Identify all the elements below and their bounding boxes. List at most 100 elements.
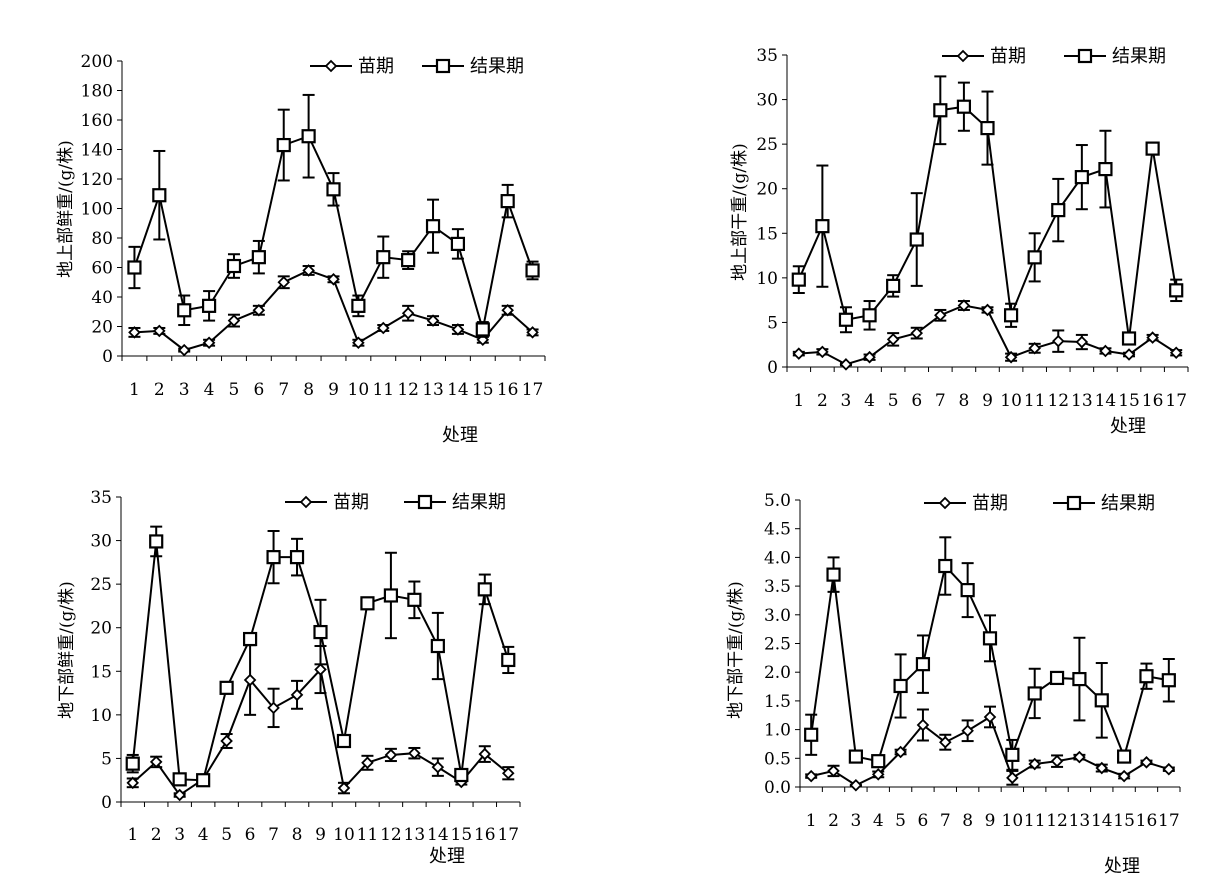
x-tick-label: 7 — [268, 825, 279, 845]
x-tick-label: 14 — [1095, 391, 1117, 411]
legend-label: 苗期 — [990, 46, 1026, 67]
x-tick-label: 16 — [1142, 391, 1164, 411]
data-point — [1074, 170, 1089, 185]
data-point — [251, 250, 266, 265]
data-point — [1094, 693, 1109, 708]
x-tick-label: 13 — [404, 825, 426, 845]
data-point — [792, 347, 806, 360]
legend-label: 苗期 — [358, 56, 394, 77]
data-point — [125, 756, 140, 771]
data-point — [289, 550, 305, 565]
data-point — [475, 322, 490, 337]
x-tick-label: 6 — [253, 380, 264, 400]
data-point — [916, 718, 930, 732]
x-tick-label: 4 — [873, 811, 884, 831]
data-point — [961, 724, 974, 738]
data-point — [982, 631, 998, 646]
y-tick-label: 20 — [756, 180, 778, 200]
data-point — [243, 673, 257, 687]
x-tick-label: 8 — [962, 811, 973, 831]
legend: 苗期 结果期 — [924, 493, 1155, 514]
series-line — [810, 563, 1170, 763]
x-tick-label: 12 — [1047, 391, 1069, 411]
x-tick-label: 3 — [850, 811, 861, 831]
x-tick-label: 6 — [918, 811, 929, 831]
x-tick-label: 12 — [397, 380, 419, 400]
x-tick-label: 17 — [522, 380, 544, 400]
data-point — [1117, 749, 1132, 764]
y-tick-label: 40 — [91, 288, 113, 308]
data-point — [152, 188, 167, 203]
x-tick-label: 11 — [357, 825, 379, 845]
data-point — [1122, 348, 1136, 361]
data-point — [1161, 673, 1176, 688]
data-point — [1027, 250, 1042, 265]
data-point — [383, 588, 399, 603]
y-tick-label: 10 — [756, 269, 778, 289]
data-point — [360, 596, 375, 611]
data-point — [376, 250, 391, 265]
data-point — [839, 358, 853, 371]
data-point — [450, 236, 466, 251]
data-point — [478, 747, 492, 761]
data-point — [1145, 141, 1160, 156]
x-tick-label: 2 — [154, 380, 165, 400]
series-fruiting — [804, 536, 1176, 771]
data-point — [501, 304, 514, 317]
series-fruiting — [127, 93, 540, 338]
x-tick-label: 5 — [895, 811, 906, 831]
legend: 苗期 结果期 — [942, 46, 1166, 67]
x-axis-label: 处理 — [1104, 856, 1140, 877]
data-point — [173, 788, 186, 802]
y-tick-label: 3.0 — [764, 606, 791, 626]
y-tick-label: 120 — [81, 170, 113, 190]
data-point — [401, 253, 416, 268]
x-tick-label: 8 — [958, 391, 969, 411]
data-point — [276, 137, 291, 153]
y-tick-label: 0 — [102, 347, 113, 367]
data-point — [894, 745, 907, 759]
x-tick-label: 10 — [1000, 391, 1022, 411]
x-tick-label: 10 — [348, 380, 370, 400]
x-tick-label: 5 — [221, 825, 232, 845]
y-tick-label: 15 — [756, 224, 778, 244]
x-tick-label: 3 — [174, 825, 185, 845]
series-seedling — [792, 299, 1183, 371]
series-seedling — [804, 705, 1176, 792]
data-point — [401, 306, 415, 320]
y-axis-label: 地下部干重/(g/株) — [726, 581, 746, 719]
data-point — [501, 766, 515, 780]
x-tick-label: 1 — [129, 380, 140, 400]
legend-marker — [435, 58, 451, 74]
data-point — [804, 769, 818, 783]
data-point — [1049, 670, 1065, 686]
data-point — [196, 773, 211, 788]
legend-marker — [417, 494, 433, 510]
data-point — [266, 550, 281, 565]
x-tick-label: 14 — [1091, 811, 1113, 831]
x-tick-label: 10 — [333, 825, 355, 845]
data-point — [336, 733, 352, 749]
data-point — [351, 298, 366, 313]
data-point — [980, 120, 995, 136]
data-point — [871, 754, 886, 769]
data-point — [177, 343, 191, 357]
data-point — [451, 323, 465, 336]
data-point — [500, 194, 515, 209]
x-tick-label: 11 — [1024, 391, 1046, 411]
data-point — [454, 767, 469, 783]
data-point — [815, 219, 830, 234]
series-seedling — [128, 264, 539, 357]
x-axis-label: 处理 — [442, 425, 478, 446]
y-tick-label: 25 — [756, 135, 778, 155]
x-tick-label: 13 — [422, 380, 444, 400]
x-tick-label: 13 — [1071, 391, 1093, 411]
data-point — [849, 779, 863, 792]
data-point — [267, 701, 280, 715]
x-tick-label: 17 — [1158, 811, 1180, 831]
data-point — [838, 312, 854, 327]
legend-label: 苗期 — [972, 493, 1008, 514]
x-tick-label: 2 — [828, 811, 839, 831]
data-point — [407, 592, 422, 607]
data-point — [1075, 335, 1089, 349]
